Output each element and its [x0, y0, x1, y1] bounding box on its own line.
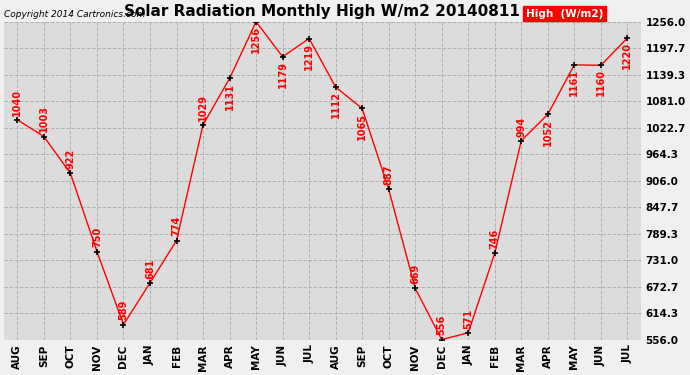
- Text: 1003: 1003: [39, 105, 49, 132]
- Text: 1161: 1161: [569, 69, 580, 96]
- Text: 994: 994: [516, 116, 526, 136]
- Text: 1179: 1179: [277, 61, 288, 88]
- Text: 669: 669: [410, 264, 420, 284]
- Text: 1040: 1040: [12, 88, 23, 116]
- Text: High  (W/m2): High (W/m2): [526, 9, 604, 18]
- Text: 1219: 1219: [304, 43, 314, 70]
- Text: Copyright 2014 Cartronics.com: Copyright 2014 Cartronics.com: [4, 9, 146, 18]
- Text: 1131: 1131: [224, 82, 235, 110]
- Text: 1029: 1029: [198, 94, 208, 121]
- Text: 556: 556: [437, 315, 446, 335]
- Text: 746: 746: [490, 229, 500, 249]
- Text: 887: 887: [384, 165, 394, 185]
- Text: 774: 774: [172, 216, 181, 236]
- Text: 1052: 1052: [543, 118, 553, 146]
- Text: 750: 750: [92, 227, 102, 248]
- Text: 571: 571: [463, 308, 473, 328]
- Text: 1112: 1112: [331, 91, 341, 118]
- Text: 922: 922: [66, 149, 75, 169]
- Text: 1160: 1160: [596, 69, 606, 96]
- Title: Solar Radiation Monthly High W/m2 20140811: Solar Radiation Monthly High W/m2 201408…: [124, 4, 520, 19]
- Text: 1256: 1256: [251, 26, 261, 53]
- Text: 1065: 1065: [357, 112, 367, 140]
- Text: 589: 589: [119, 300, 128, 321]
- Text: 681: 681: [145, 258, 155, 279]
- Text: 1220: 1220: [622, 42, 632, 69]
